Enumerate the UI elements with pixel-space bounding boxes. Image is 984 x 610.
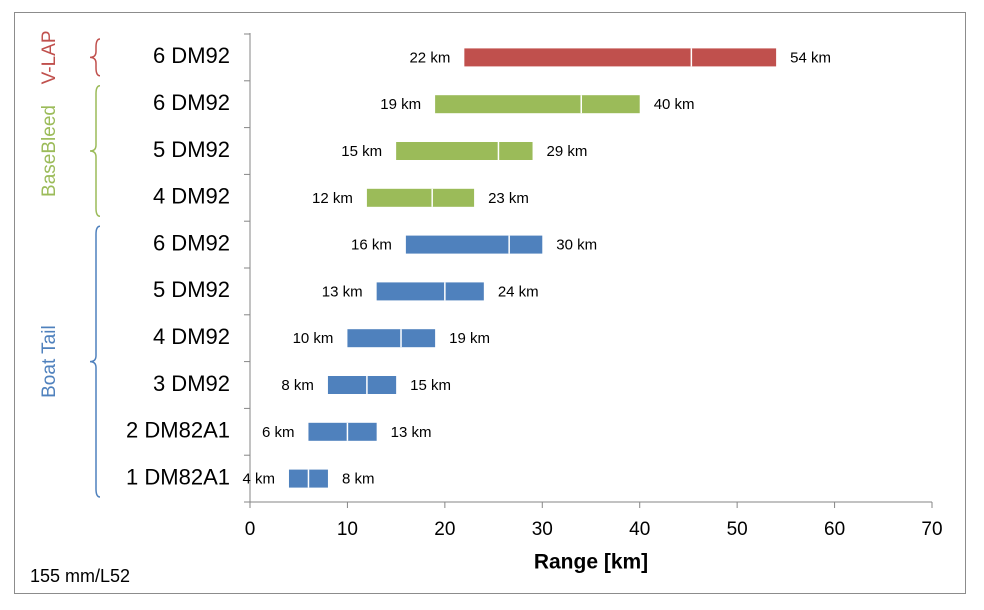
range-max-label: 19 km — [449, 330, 490, 347]
range-min-label: 10 km — [293, 330, 334, 347]
range-min-label: 19 km — [380, 96, 421, 113]
range-bar — [347, 329, 436, 348]
range-bar — [464, 48, 777, 67]
range-min-label: 22 km — [409, 49, 450, 66]
range-max-label: 40 km — [654, 96, 695, 113]
category-label: 6 DM92 — [153, 43, 230, 68]
x-tick-label: 50 — [727, 519, 748, 540]
x-tick-label: 70 — [921, 519, 942, 540]
group-label: V-LAP — [39, 30, 60, 84]
category-label: 4 DM92 — [153, 184, 230, 209]
range-max-label: 54 km — [790, 49, 831, 66]
range-bar — [327, 376, 397, 394]
range-min-label: 13 km — [322, 283, 363, 300]
category-label: 5 DM92 — [153, 277, 230, 302]
category-label: 1 DM82A1 — [126, 464, 230, 489]
category-label: 2 DM82A1 — [126, 418, 230, 443]
range-max-label: 13 km — [391, 424, 432, 441]
range-bar — [376, 282, 484, 301]
range-bar — [396, 142, 533, 160]
x-tick-label: 0 — [245, 519, 256, 540]
range-max-label: 29 km — [547, 143, 588, 160]
x-tick-label: 30 — [532, 519, 553, 540]
range-max-label: 30 km — [556, 237, 597, 254]
group-brace — [89, 38, 101, 77]
category-label: 6 DM92 — [153, 90, 230, 115]
category-label: 3 DM92 — [153, 371, 230, 396]
x-tick-label: 10 — [337, 519, 358, 540]
range-bar — [405, 235, 543, 254]
group-brace — [89, 225, 101, 498]
range-min-label: 8 km — [281, 377, 314, 394]
chart-frame: 0 10 20 30 40 50 60 70 Range [km] 6 DM92 22 km 54 k… — [14, 12, 966, 594]
caliber-footnote: 155 mm/L52 — [30, 566, 131, 586]
group-label: BaseBleed — [39, 105, 60, 197]
range-max-label: 15 km — [410, 377, 451, 394]
range-max-label: 8 km — [342, 471, 375, 488]
range-chart: 0 10 20 30 40 50 60 70 Range [km] 6 DM92 22 km 54 k… — [39, 30, 943, 574]
range-bar — [366, 188, 475, 207]
range-min-label: 4 km — [242, 471, 275, 488]
category-label: 4 DM92 — [153, 324, 230, 349]
x-tick-label: 20 — [434, 519, 455, 540]
range-min-label: 12 km — [312, 190, 353, 207]
x-tick-label: 60 — [824, 519, 845, 540]
category-label: 5 DM92 — [153, 137, 230, 162]
range-max-label: 24 km — [498, 283, 539, 300]
range-bar — [435, 95, 640, 114]
range-min-label: 15 km — [341, 143, 382, 160]
group-brace — [89, 85, 101, 217]
range-min-label: 6 km — [262, 424, 295, 441]
range-bar — [308, 422, 377, 441]
category-label: 6 DM92 — [153, 230, 230, 255]
range-min-label: 16 km — [351, 237, 392, 254]
x-axis-title: Range [km] — [534, 551, 648, 574]
range-max-label: 23 km — [488, 190, 529, 207]
x-tick-label: 40 — [629, 519, 650, 540]
group-label: Boat Tail — [39, 325, 60, 398]
